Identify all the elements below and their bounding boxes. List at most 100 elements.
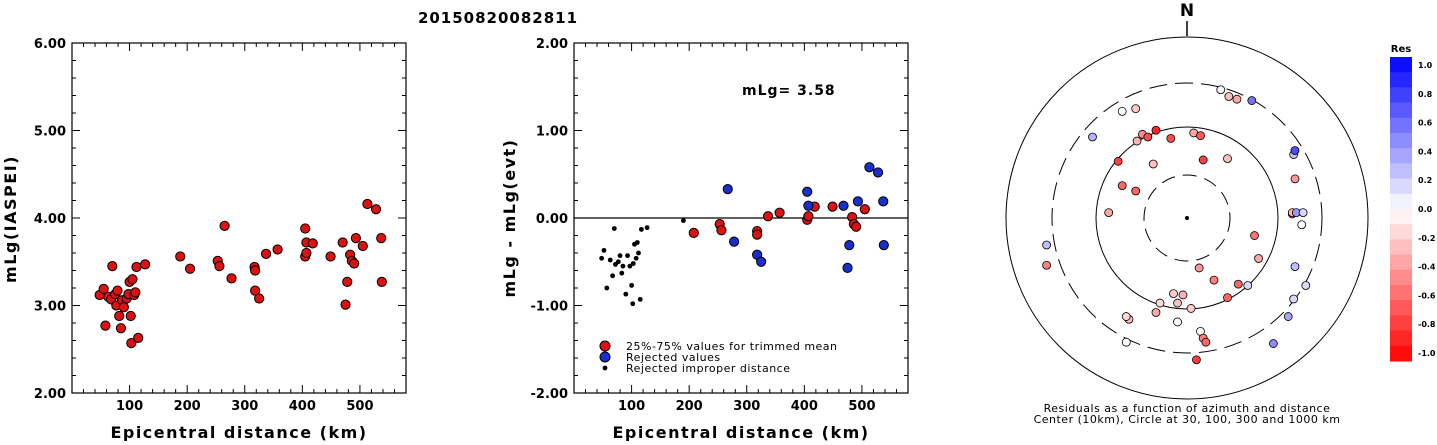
colorbar-tick-label: 0.0 [1418,205,1433,214]
station-residual-point [1243,281,1253,290]
data-point-series-0 [370,204,382,215]
colorbar-tick-label: -0.2 [1418,234,1436,243]
data-point-series-2 [607,257,613,263]
data-point-series-0 [140,259,151,270]
colorbar-tick-label: 0.4 [1418,147,1433,156]
station-residual-point [1209,275,1219,285]
legend-marker-trimmed [599,340,611,352]
data-point-series-0 [107,261,118,272]
center-point [1185,216,1189,220]
data-point-series-2 [636,250,641,256]
x-tick-label: 500 [346,399,373,414]
data-point-series-0 [301,247,312,259]
station-residual-point [1290,262,1300,272]
station-residual-point [1216,85,1226,95]
panel-azimuth-residuals: N Residuals as a function of azimuth and… [1005,1,1436,426]
data-point-series-0 [337,237,348,248]
data-point-series-0 [349,258,360,269]
colorbar-segment [1390,254,1412,271]
data-point-series-1 [802,186,813,197]
data-point-series-2 [601,247,607,253]
data-point-series-1 [878,240,889,251]
station-residual-point [1121,337,1131,347]
plot1-xlabel: Epicentral distance (km) [110,423,367,441]
station-residual-point [1290,174,1300,184]
colorbar-segment [1390,209,1412,225]
data-point-series-0 [340,299,351,310]
data-point-series-0 [803,211,814,222]
data-point-series-0 [118,302,129,313]
azimuth-points [1042,85,1311,365]
station-residual-point [1151,308,1161,317]
colorbar-segment [1390,87,1412,104]
data-point-series-0 [126,338,137,349]
station-residual-point [1297,220,1307,230]
data-point-series-1 [878,196,889,207]
data-point-series-0 [752,229,763,240]
data-point-series-2 [615,259,621,265]
station-residual-point [1186,304,1196,313]
data-point-series-2 [681,218,686,224]
station-residual-point [1283,312,1293,321]
station-residual-point [1290,146,1300,155]
station-residual-point [1223,154,1232,164]
y-tick-label: 5.00 [34,125,66,140]
station-residual-point [1148,159,1158,169]
data-point-series-1 [803,200,814,211]
data-point-series-1 [852,196,864,207]
data-point-series-2 [611,226,617,231]
colorbar-segment [1390,300,1412,316]
data-point-series-2 [638,226,644,232]
colorbar-segment [1390,57,1412,73]
y-tick-label: 4.00 [34,212,66,227]
data-point-series-0 [376,276,387,287]
data-point-series-0 [260,248,272,259]
colorbar-tick-label: -0.8 [1418,320,1436,329]
station-residual-point [1232,94,1242,104]
station-residual-point [1269,339,1278,348]
y-tick-label: -2.00 [531,387,568,402]
x-tick-label: 200 [676,399,703,414]
station-residual-point [1289,294,1299,304]
data-point-series-2 [633,255,639,261]
colorbar-segment [1390,148,1412,164]
station-residual-point [1169,289,1178,299]
station-residual-point [1173,298,1182,308]
legend-marker-rejected [599,351,611,363]
station-residual-point [1042,260,1051,270]
plot2-ticks: 100 200 300 400 500 -2.00 -1.00 0.00 1.00 2.00 [531,37,908,414]
colorbar-segment [1390,224,1412,240]
station-residual-point [1201,337,1211,347]
data-point-series-1 [722,184,733,195]
plot2-ylabel: mLg - mLg(evt) [500,139,519,298]
data-point-series-2 [623,291,629,297]
x-tick-label: 100 [116,399,143,414]
x-tick-label: 400 [791,399,818,414]
station-residual-point [1196,131,1205,141]
legend-label-improper: Rejected improper distance [626,362,791,375]
station-residual-point [1223,293,1232,303]
data-point-series-0 [851,221,862,232]
station-residual-point [1131,186,1141,196]
data-point-series-2 [637,296,643,302]
north-label: N [1180,1,1194,21]
x-tick-label: 100 [618,399,645,414]
colorbar-tick-label: -0.4 [1418,263,1436,272]
data-point-series-1 [728,236,740,247]
panel-residual-vs-distance: 100 200 300 400 500 -2.00 -1.00 0.00 1.00 2.00 mL… [500,37,909,442]
y-tick-label: 6.00 [34,37,66,52]
panel-magnitude-vs-distance: 100 200 300 400 500 2.00 3.00 4.00 5.00 6.00 Epic… [1,37,407,442]
legend-marker-improper [602,365,608,371]
y-tick-label: 2.00 [536,37,568,52]
station-residual-point [1117,106,1127,116]
data-point-series-1 [756,256,767,267]
station-residual-point [1224,92,1234,101]
plot2-xlabel: Epicentral distance (km) [612,423,869,441]
data-point-series-0 [827,201,838,212]
station-residual-point [1132,136,1142,146]
data-point-series-2 [619,270,625,276]
data-point-series-0 [376,233,387,244]
data-point-series-0 [342,276,353,287]
colorbar-segment [1390,163,1412,180]
data-point-series-1 [838,200,849,211]
